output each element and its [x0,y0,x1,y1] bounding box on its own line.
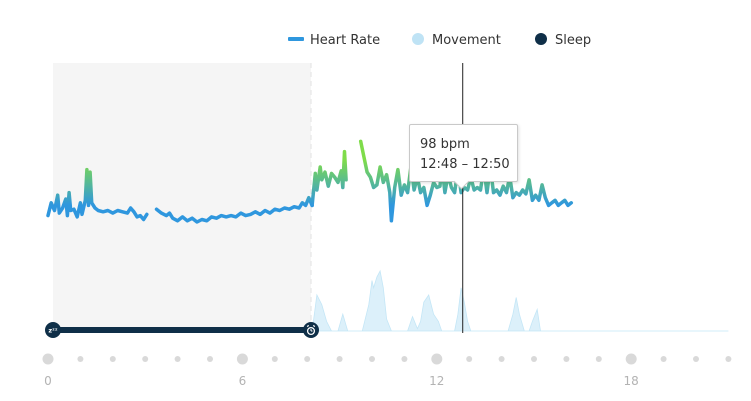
heart-rate-line-segment [310,149,348,208]
axis-minor-tick-dot [595,356,602,362]
legend-sleep-label: Sleep [555,33,591,48]
axis-minor-tick-dot [563,356,570,362]
x-tick-label: 12 [429,374,444,388]
axis-minor-tick-dot [142,356,149,362]
axis-minor-tick-dot [660,356,667,362]
x-tick-label: 6 [239,374,247,388]
movement-area [70,269,729,332]
axis-minor-tick-dot [466,356,473,362]
legend-heart-rate-label: Heart Rate [310,33,380,48]
heart-rate-series [46,139,574,224]
axis-minor-tick-dot [531,356,537,362]
axis-minor-tick-dot [77,356,84,362]
axis-minor-tick-dot [369,356,375,362]
data-tooltip: 98 bpm 12:48 – 12:50 [409,124,518,182]
axis-minor-tick-dot [725,356,732,362]
sleep-swatch [535,33,547,45]
axis-major-tick-dot [236,353,248,365]
legend-movement-label: Movement [432,33,501,48]
axis-minor-tick-dot [336,356,343,362]
axis-major-tick-dot [42,353,54,365]
axis-major-tick-dot [625,353,637,365]
sleep-period-shade [53,63,311,331]
x-tick-label: 18 [624,374,639,388]
x-tick-label: 0 [44,374,52,388]
tooltip-value: 98 bpm [420,137,470,152]
axis-minor-tick-dot [174,356,181,362]
svg-text:zᶻᶻ: zᶻᶻ [48,327,57,335]
axis-minor-tick-dot [109,356,116,362]
axis-minor-tick-dot [693,356,699,362]
axis-minor-tick-dot [304,356,311,362]
movement-series [70,269,729,332]
heart-rate-line-segment [46,167,149,222]
movement-swatch [412,33,424,45]
axis-minor-tick-dot [498,356,505,362]
legend: Heart Rate Movement Sleep [288,33,591,48]
x-axis: 0 6 12 18 [42,353,732,388]
axis-minor-tick-dot [401,356,408,362]
axis-major-tick-dot [431,353,443,365]
alarm-clock-icon [303,322,319,338]
legend-item-movement[interactable]: Movement [412,33,501,48]
axis-minor-tick-dot [207,356,213,362]
sleep-zzz-icon: zᶻᶻ [45,322,61,338]
legend-item-heart-rate[interactable]: Heart Rate [288,33,380,48]
legend-item-sleep[interactable]: Sleep [535,33,591,48]
tooltip-time-range: 12:48 – 12:50 [420,157,510,172]
heart-rate-line-segment [358,139,574,223]
heart-rate-swatch [288,37,304,41]
axis-minor-tick-dot [271,356,278,362]
heart-rate-line-segment [154,195,314,224]
